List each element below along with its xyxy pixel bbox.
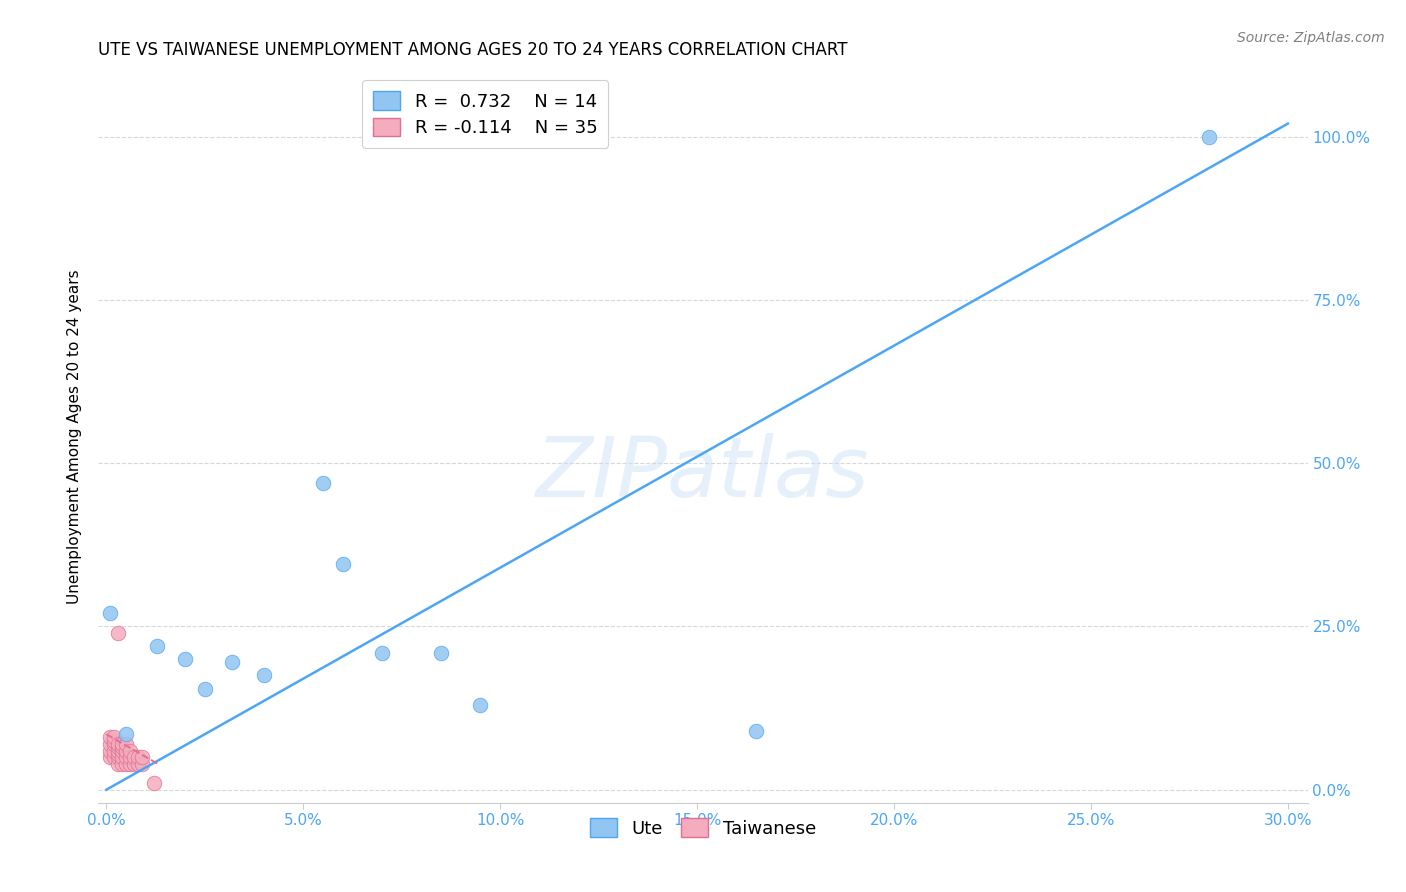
Point (127, 756, 149, 771)
Point (111, 737, 134, 751)
Point (115, 727, 138, 741)
Point (131, 750, 153, 764)
Point (107, 750, 129, 764)
Point (312, 475, 335, 490)
Point (103, 733, 125, 747)
Point (146, 639, 169, 653)
Point (111, 756, 134, 771)
Point (98, 750, 121, 764)
Point (131, 756, 153, 771)
Point (107, 747, 129, 761)
Point (107, 743, 129, 757)
Y-axis label: Unemployment Among Ages 20 to 24 years: Unemployment Among Ages 20 to 24 years (67, 269, 83, 605)
Point (111, 740, 134, 755)
Point (745, 723, 768, 738)
Legend: Ute, Taiwanese: Ute, Taiwanese (583, 811, 823, 845)
Point (98, 731, 121, 745)
Point (115, 743, 138, 757)
Point (103, 743, 125, 757)
Text: ZIPatlas: ZIPatlas (536, 434, 870, 514)
Point (103, 737, 125, 751)
Point (107, 756, 129, 771)
Text: Source: ZipAtlas.com: Source: ZipAtlas.com (1237, 31, 1385, 45)
Point (118, 750, 141, 764)
Point (1198, 129, 1220, 144)
Point (111, 750, 134, 764)
Point (115, 750, 138, 764)
Point (122, 750, 145, 764)
Point (98, 743, 121, 757)
Point (174, 652, 197, 666)
Point (103, 750, 125, 764)
Point (253, 668, 276, 682)
Point (430, 646, 453, 660)
Point (194, 681, 217, 696)
Text: UTE VS TAIWANESE UNEMPLOYMENT AMONG AGES 20 TO 24 YEARS CORRELATION CHART: UTE VS TAIWANESE UNEMPLOYMENT AMONG AGES… (98, 41, 848, 59)
Point (127, 750, 149, 764)
Point (107, 737, 129, 751)
Point (470, 698, 492, 712)
Point (332, 558, 354, 572)
Point (98, 737, 121, 751)
Point (371, 646, 394, 660)
Point (115, 737, 138, 751)
Point (118, 743, 141, 757)
Point (103, 731, 125, 745)
Point (98, 607, 121, 621)
Point (142, 776, 165, 790)
Point (221, 656, 243, 670)
Point (107, 740, 129, 755)
Point (118, 756, 141, 771)
Point (122, 756, 145, 771)
Point (107, 626, 129, 640)
Point (115, 756, 138, 771)
Point (111, 743, 134, 757)
